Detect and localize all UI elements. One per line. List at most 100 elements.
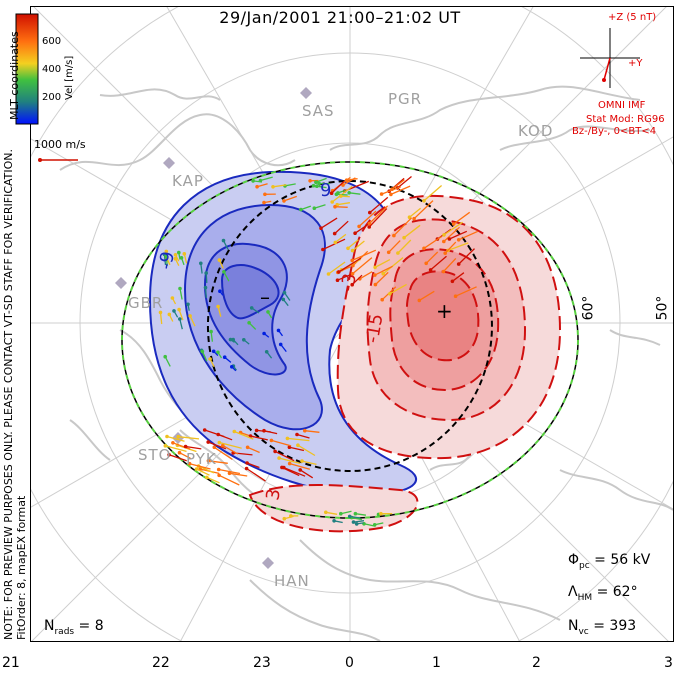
velocity-vector (278, 457, 301, 465)
velocity-vector-origin (428, 268, 433, 272)
velocity-vector-origin (353, 511, 358, 516)
velocity-vector-origin (344, 178, 349, 182)
velocity-vector (165, 445, 187, 453)
velocity-vector-origin (334, 192, 339, 197)
velocity-vector-origin (350, 282, 355, 287)
velocity-vector (296, 433, 310, 439)
velocity-vector-origin (424, 261, 429, 266)
velocity-vector-origin (188, 314, 192, 318)
velocity-vector-origin (319, 226, 323, 230)
velocity-vector-origin (255, 184, 259, 189)
station-kap: KAP (172, 172, 204, 190)
velocity-vector (283, 466, 306, 477)
velocity-vector-origin (262, 331, 266, 336)
velocity-vector (206, 476, 220, 484)
velocity-vector-origin (282, 199, 286, 203)
velocity-vector-origin (178, 317, 182, 321)
contour-label-9: 9 (320, 180, 332, 201)
mlt-tick-2: 2 (532, 655, 541, 671)
velocity-vector-origin (289, 514, 293, 518)
velocity-vector-origin (351, 520, 356, 524)
velocity-vector-origin (199, 261, 203, 266)
velocity-vector (208, 460, 228, 464)
velocity-vector-origin (389, 192, 393, 197)
velocity-vectors (158, 175, 479, 527)
velocity-vector-origin (182, 252, 187, 256)
velocity-vector-origin (390, 187, 394, 191)
velocity-vector-origin (332, 519, 336, 523)
velocity-vector-origin (367, 221, 372, 226)
velocity-vector-origin (333, 240, 338, 245)
velocity-vector (409, 207, 422, 218)
velocity-vector (418, 290, 435, 301)
velocity-vector-origin (402, 235, 406, 240)
velocity-vector (179, 288, 183, 300)
velocity-vector (349, 515, 361, 519)
velocity-vector (425, 251, 439, 264)
velocity-vector-origin (368, 210, 372, 215)
stat-n-vc: Nvc = 393 (568, 618, 637, 637)
mlt-tick-3: 3 (664, 655, 673, 671)
velocity-vector (218, 468, 241, 475)
stat-lambda-hm: ΛHM = 62° (568, 584, 638, 603)
velocity-vector (393, 217, 413, 237)
velocity-vector-origin (212, 445, 217, 450)
velocity-vector-origin (269, 438, 274, 443)
velocity-vector (218, 474, 240, 486)
velocity-vector-origin (228, 337, 233, 342)
velocity-vector-origin (221, 238, 226, 243)
velocity-vector-origin (173, 256, 178, 261)
velocity-vector (369, 196, 389, 214)
velocity-vector-origin (245, 445, 250, 450)
velocity-vector-origin (350, 258, 355, 263)
velocity-vector (458, 230, 479, 241)
velocity-vector-origin (164, 254, 168, 258)
velocity-vector-origin (277, 456, 281, 460)
velocity-vector (397, 239, 412, 254)
velocity-vector-origin (353, 231, 357, 235)
velocity-vector (430, 255, 447, 271)
velocity-vector-origin (453, 294, 458, 299)
velocity-vector-origin (242, 338, 246, 342)
velocity-vector-origin (354, 522, 359, 526)
velocity-vector (368, 208, 388, 228)
colorbar-tick-200: 200 (42, 92, 62, 103)
velocity-vector-origin (209, 329, 213, 334)
velocity-vector (423, 235, 443, 249)
velocity-vector-origin (276, 328, 281, 333)
velocity-vector-origin (380, 297, 385, 302)
velocity-vector (178, 309, 184, 321)
velocity-vector (247, 446, 260, 454)
velocity-vector-origin (273, 449, 277, 454)
velocity-vector (336, 193, 348, 196)
velocity-vector (164, 356, 171, 367)
velocity-vector-origin (221, 443, 225, 448)
velocity-vector-origin (278, 342, 283, 347)
velocity-vector-origin (206, 459, 211, 463)
velocity-vector-origin (216, 304, 220, 309)
velocity-vector (352, 240, 365, 252)
colorbar-tick-400: 400 (42, 64, 62, 75)
velocity-vector-origin (230, 365, 234, 369)
imf-source: OMNI IMF (598, 100, 646, 111)
velocity-vector (397, 175, 412, 189)
velocity-vector-origin (337, 270, 341, 274)
contour-label-minus3: -3 (337, 271, 361, 294)
velocity-vector-origin (373, 273, 377, 277)
velocity-vector (301, 460, 317, 466)
velocity-vector (347, 239, 359, 249)
imf-condition: Bz-/By-, 0<BT<4 (572, 126, 657, 137)
velocity-vector-origin (167, 453, 171, 457)
velocity-vector-origin (326, 272, 331, 276)
velocity-vector (260, 176, 273, 182)
imf-stat-mod: Stat Mod: RG96 (586, 114, 665, 125)
velocity-vector-origin (217, 473, 221, 478)
velocity-vector (449, 230, 468, 240)
velocity-vector-origin (441, 269, 446, 274)
velocity-vector-origin (164, 249, 169, 254)
velocity-vector-origin (422, 246, 426, 251)
mlt-tick-1: 1 (432, 655, 441, 671)
velocity-vector (283, 195, 298, 202)
velocity-vector-origin (282, 290, 287, 295)
